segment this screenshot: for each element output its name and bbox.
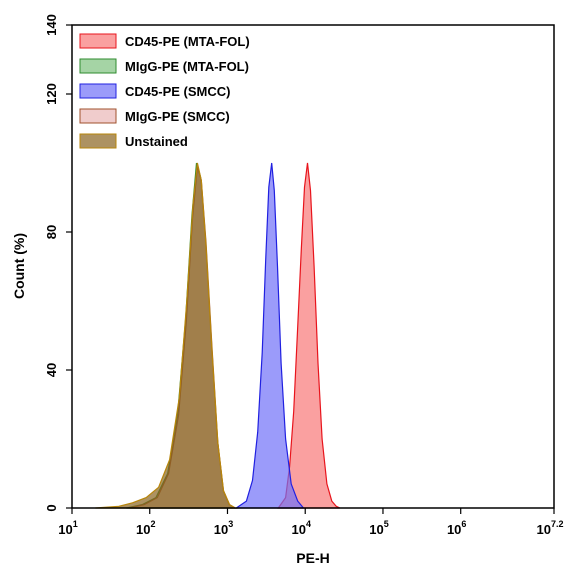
series-area-2 bbox=[234, 162, 305, 509]
legend-swatch-4 bbox=[79, 133, 117, 149]
y-axis: 0 40 80 120 140 bbox=[44, 14, 72, 512]
x-tick-label-6: 107.2 bbox=[537, 519, 564, 537]
y-tick-label-2: 80 bbox=[44, 225, 59, 239]
legend-swatch-2 bbox=[79, 83, 117, 99]
legend-swatch-3 bbox=[79, 108, 117, 124]
series-area-0 bbox=[277, 162, 341, 509]
legend-swatch-0 bbox=[79, 33, 117, 49]
legend-label-0: CD45-PE (MTA-FOL) bbox=[125, 34, 250, 49]
x-tick-label-0: 101 bbox=[58, 519, 77, 537]
legend: CD45-PE (MTA-FOL) MIgG-PE (MTA-FOL) CD45-P… bbox=[79, 33, 250, 149]
y-tick-label-1: 40 bbox=[44, 363, 59, 377]
legend-label-4: Unstained bbox=[125, 134, 188, 149]
x-axis-title: PE-H bbox=[296, 550, 329, 566]
legend-swatch-1 bbox=[79, 58, 117, 74]
x-axis: 101 102 103 104 105 106 107.2 bbox=[58, 508, 563, 537]
y-tick-label-0: 0 bbox=[44, 504, 59, 511]
legend-label-3: MIgG-PE (SMCC) bbox=[125, 109, 230, 124]
series-area-4 bbox=[95, 162, 238, 509]
x-tick-label-3: 104 bbox=[291, 519, 310, 537]
plot-frame bbox=[71, 24, 555, 509]
y-tick-label-4: 140 bbox=[44, 14, 59, 36]
legend-label-2: CD45-PE (SMCC) bbox=[125, 84, 230, 99]
series-layer bbox=[95, 162, 341, 509]
x-tick-label-1: 102 bbox=[136, 519, 155, 537]
x-tick-label-4: 105 bbox=[369, 519, 388, 537]
x-tick-label-2: 103 bbox=[214, 519, 233, 537]
y-tick-label-3: 120 bbox=[44, 83, 59, 105]
y-axis-title: Count (%) bbox=[11, 233, 27, 299]
legend-label-1: MIgG-PE (MTA-FOL) bbox=[125, 59, 249, 74]
x-tick-label-5: 106 bbox=[447, 519, 466, 537]
